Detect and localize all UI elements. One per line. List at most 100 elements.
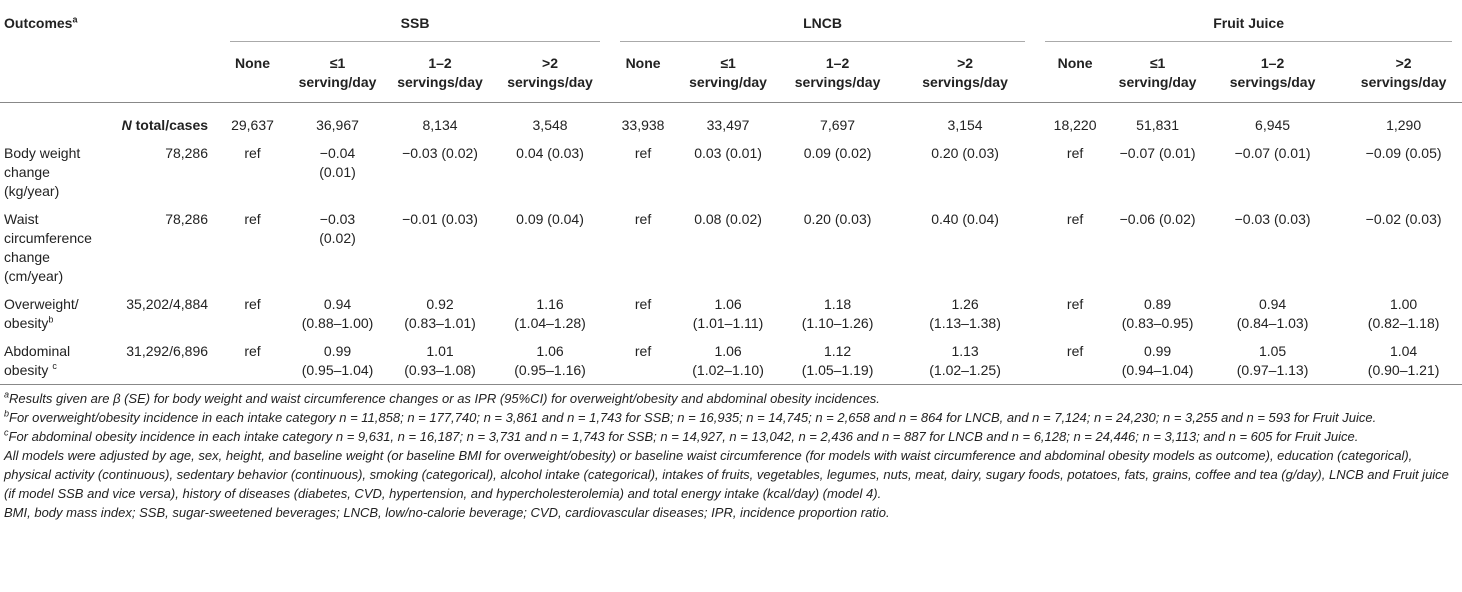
- cell: 8,134: [422, 117, 458, 133]
- column-header-line: None: [625, 55, 661, 71]
- cell-line: (0.88–1.00): [301, 315, 374, 331]
- cell-line: 0.92: [426, 296, 454, 312]
- cell: 6,945: [1255, 117, 1291, 133]
- cell-line: 0.20 (0.03): [931, 145, 999, 161]
- cell-line: (1.04–1.28): [514, 315, 586, 331]
- column-header-line: serving/day: [689, 74, 767, 90]
- row-label-line: Overweight/: [4, 296, 79, 312]
- cell-line: −0.01 (0.03): [402, 211, 478, 227]
- column-header-line: servings/day: [397, 74, 483, 90]
- cell-line: −0.09 (0.05): [1365, 145, 1442, 161]
- cell-line: (0.84–1.03): [1236, 315, 1309, 331]
- cell-line: 0.04 (0.03): [516, 145, 584, 161]
- cell: 1.05 (0.97–1.13): [1200, 337, 1345, 385]
- row-label-line: Body weight: [4, 145, 81, 161]
- group-name: SSB: [230, 14, 601, 42]
- column-header-line: >2: [542, 55, 559, 71]
- footnotes: aResults given are β (SE) for body weigh…: [0, 385, 1462, 522]
- column-header-line: 1–2: [428, 55, 452, 71]
- cell: 1.06 (0.95–1.16): [490, 337, 610, 385]
- cell-line: 0.99: [323, 343, 352, 359]
- data-row: Abdominal obesity c 31,292/6,896 ref 0.99 (0.9…: [0, 337, 1462, 385]
- cell-line: 1.00: [1389, 296, 1418, 312]
- column-header: None: [220, 42, 285, 103]
- cell: 0.04 (0.03): [490, 139, 610, 205]
- cell-line: (1.01–1.11): [692, 315, 764, 331]
- cell-line: (0.90–1.21): [1367, 362, 1440, 378]
- cell-line: (1.02–1.25): [929, 362, 1001, 378]
- group-header: SSB: [220, 0, 610, 42]
- cell: −0.02 (0.03): [1345, 205, 1462, 290]
- row-label-line: circumference: [4, 230, 92, 246]
- cell: −0.01 (0.03): [390, 205, 490, 290]
- cell-line: 1.13: [951, 343, 979, 359]
- cell: 33,938: [621, 117, 665, 133]
- cell-line: 1.06: [536, 343, 564, 359]
- column-header-line: servings/day: [794, 74, 881, 90]
- cell-line: ref: [1066, 343, 1084, 359]
- cell-line: (0.95–1.16): [514, 362, 586, 378]
- cell: ref: [1035, 139, 1115, 205]
- cell: 29,637: [231, 117, 274, 133]
- cell-line: (0.83–1.01): [404, 315, 476, 331]
- cell-line: 1.06: [714, 343, 742, 359]
- cell: 0.20 (0.03): [780, 205, 895, 290]
- cell: −0.03 (0.03): [1200, 205, 1345, 290]
- cell: 0.09 (0.02): [780, 139, 895, 205]
- footnote-mark: c: [52, 361, 57, 372]
- cell: −0.09 (0.05): [1345, 139, 1462, 205]
- cell-line: 0.89: [1143, 296, 1172, 312]
- cell-line: −0.06 (0.02): [1119, 211, 1196, 227]
- cell: 1.13 (1.02–1.25): [895, 337, 1035, 385]
- data-row: Body weight change (kg/year) 78,286 ref −0.04…: [0, 139, 1462, 205]
- cell-line: 1.26: [951, 296, 979, 312]
- cell: ref: [1035, 205, 1115, 290]
- group-name: Fruit Juice: [1045, 14, 1453, 42]
- column-header: 1–2 servings/day: [1200, 42, 1345, 103]
- column-header-line: ≤1: [1149, 55, 1166, 71]
- label-italic: N: [121, 117, 132, 133]
- row-label-line: obesity: [4, 315, 49, 331]
- cell-line: (0.95–1.04): [301, 362, 374, 378]
- cell-line: −0.03 (0.03): [1234, 211, 1311, 227]
- cell: −0.03 (0.02): [390, 139, 490, 205]
- n-row: N total/cases 29,637 36,967 8,134 3,548 33,93…: [0, 103, 1462, 140]
- cell-line: 0.20 (0.03): [803, 211, 872, 227]
- footnote: bFor overweight/obesity incidence in eac…: [4, 408, 1458, 427]
- cell: 0.89 (0.83–0.95): [1115, 290, 1200, 337]
- cell: 0.09 (0.04): [490, 205, 610, 290]
- cell-line: (0.02): [319, 230, 356, 246]
- cell: 0.99 (0.95–1.04): [285, 337, 390, 385]
- cell: 0.40 (0.04): [895, 205, 1035, 290]
- cell-line: 1.06: [714, 296, 742, 312]
- cell-line: (1.05–1.19): [801, 362, 874, 378]
- cell-line: 1.04: [1389, 343, 1418, 359]
- cell-line: ref: [634, 211, 652, 227]
- cell-line: ref: [634, 145, 652, 161]
- cell: 1,290: [1386, 117, 1422, 133]
- cell-line: 0.09 (0.04): [516, 211, 584, 227]
- row-label-line: obesity: [4, 362, 49, 378]
- column-header-line: servings/day: [1229, 74, 1316, 90]
- cell-line: −0.07 (0.01): [1234, 145, 1311, 161]
- cell: 3,154: [947, 117, 983, 133]
- cell-line: ref: [1066, 211, 1084, 227]
- table-body: N total/cases 29,637 36,967 8,134 3,548 33,93…: [0, 103, 1462, 385]
- cell: 0.99 (0.94–1.04): [1115, 337, 1200, 385]
- cell: 0.08 (0.02): [676, 205, 780, 290]
- footnote: cFor abdominal obesity incidence in each…: [4, 427, 1458, 446]
- cell-line: 1.12: [823, 343, 852, 359]
- cell: ref: [220, 290, 285, 337]
- results-table: Outcomesa SSB LNCB Fruit Juice None ≤1 serving…: [0, 0, 1462, 385]
- cell-line: 1.16: [536, 296, 564, 312]
- cell-line: 1.05: [1258, 343, 1287, 359]
- column-header-line: >2: [957, 55, 974, 71]
- cell: 1.12 (1.05–1.19): [780, 337, 895, 385]
- footnote: BMI, body mass index; SSB, sugar-sweeten…: [4, 503, 1458, 522]
- row-label: Abdominal obesity c: [0, 337, 110, 385]
- cell: 0.92 (0.83–1.01): [390, 290, 490, 337]
- cell-line: 0.99: [1143, 343, 1172, 359]
- column-header-line: ≤1: [329, 55, 346, 71]
- cell: ref: [220, 337, 285, 385]
